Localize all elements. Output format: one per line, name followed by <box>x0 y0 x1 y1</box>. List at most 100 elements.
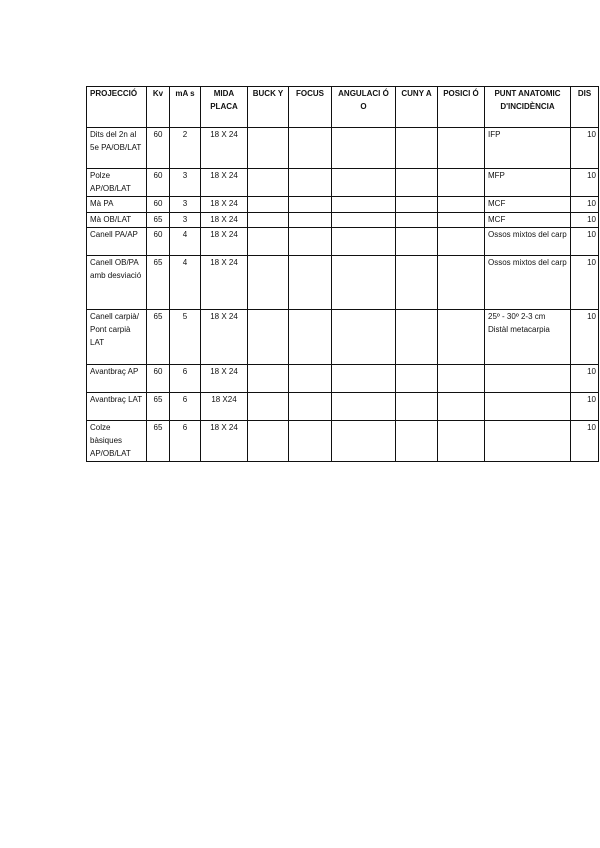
cell-angulacio <box>331 227 396 257</box>
cell-mas: 4 <box>169 227 201 257</box>
cell-kv: 60 <box>146 127 170 169</box>
cell-distancia: 10 <box>570 167 599 198</box>
cell-focus <box>288 211 332 229</box>
table-row: Avantbraç LAT 65 6 18 X24 10 <box>86 392 599 422</box>
header-distancia: DIS <box>570 86 599 128</box>
cell-punt-anatomic <box>484 364 571 394</box>
cell-cunya <box>395 255 438 311</box>
cell-posicio <box>437 211 485 229</box>
cell-projeccio: Canell OB/PA amb desviació <box>86 255 147 311</box>
cell-mida-placa: 18 X 24 <box>200 167 248 198</box>
cell-distancia: 10 <box>570 196 599 213</box>
header-angulacio: ANGULACI Ó O <box>331 86 396 128</box>
cell-focus <box>288 167 332 198</box>
cell-angulacio <box>331 364 396 394</box>
cell-projeccio: Polze AP/OB/LAT <box>86 167 147 198</box>
cell-mas: 6 <box>169 364 201 394</box>
cell-bucky <box>247 420 289 463</box>
table-row: Colze bàsiques AP/OB/LAT 65 6 18 X 24 10 <box>86 420 599 463</box>
cell-mida-placa: 18 X 24 <box>200 127 248 169</box>
cell-angulacio <box>331 392 396 422</box>
cell-projeccio: Dits del 2n al 5e PA/OB/LAT <box>86 127 147 169</box>
cell-kv: 65 <box>146 211 170 229</box>
cell-mida-placa: 18 X 24 <box>200 364 248 394</box>
table-row: Mà PA 60 3 18 X 24 MCF 10 <box>86 196 599 213</box>
cell-cunya <box>395 392 438 422</box>
cell-posicio <box>437 420 485 463</box>
cell-projeccio: Mà OB/LAT <box>86 211 147 229</box>
cell-mida-placa: 18 X 24 <box>200 196 248 213</box>
cell-focus <box>288 255 332 311</box>
cell-bucky <box>247 309 289 366</box>
table-row: Canell carpià/ Pont carpià LAT 65 5 18 X 24… <box>86 309 599 366</box>
cell-distancia: 10 <box>570 211 599 229</box>
cell-mida-placa: 18 X 24 <box>200 211 248 229</box>
cell-projeccio: Canell PA/AP <box>86 227 147 257</box>
cell-punt-anatomic: Ossos mixtos del carp <box>484 227 571 257</box>
table-row: Dits del 2n al 5e PA/OB/LAT 60 2 18 X 24 IFP… <box>86 127 599 169</box>
header-punt-anatomic: PUNT ANATOMIC D'INCIDÈNCIA <box>484 86 571 128</box>
header-bucky: BUCK Y <box>247 86 289 128</box>
cell-focus <box>288 196 332 213</box>
cell-angulacio <box>331 127 396 169</box>
cell-posicio <box>437 255 485 311</box>
cell-cunya <box>395 127 438 169</box>
cell-bucky <box>247 255 289 311</box>
cell-punt-anatomic: MCF <box>484 196 571 213</box>
cell-cunya <box>395 309 438 366</box>
cell-angulacio <box>331 196 396 213</box>
header-mas: mA s <box>169 86 201 128</box>
cell-focus <box>288 127 332 169</box>
cell-posicio <box>437 227 485 257</box>
cell-mas: 4 <box>169 255 201 311</box>
cell-kv: 65 <box>146 255 170 311</box>
cell-projeccio: Avantbraç LAT <box>86 392 147 422</box>
cell-distancia: 10 <box>570 420 599 463</box>
header-cunya: CUNY A <box>395 86 438 128</box>
cell-bucky <box>247 227 289 257</box>
cell-mas: 6 <box>169 420 201 463</box>
cell-distancia: 10 <box>570 309 599 366</box>
cell-angulacio <box>331 309 396 366</box>
cell-mas: 2 <box>169 127 201 169</box>
cell-angulacio <box>331 255 396 311</box>
projection-table: PROJECCIÓ Kv mA s MIDA PLACA BUCK Y FOCUS ANGU… <box>86 86 599 463</box>
cell-mida-placa: 18 X 24 <box>200 255 248 311</box>
cell-posicio <box>437 309 485 366</box>
cell-bucky <box>247 211 289 229</box>
cell-mida-placa: 18 X 24 <box>200 309 248 366</box>
header-posicio: POSICI Ó <box>437 86 485 128</box>
cell-focus <box>288 420 332 463</box>
cell-cunya <box>395 420 438 463</box>
cell-bucky <box>247 167 289 198</box>
cell-posicio <box>437 127 485 169</box>
cell-cunya <box>395 196 438 213</box>
cell-mas: 6 <box>169 392 201 422</box>
cell-mas: 3 <box>169 196 201 213</box>
cell-cunya <box>395 167 438 198</box>
cell-focus <box>288 392 332 422</box>
cell-kv: 65 <box>146 392 170 422</box>
cell-cunya <box>395 364 438 394</box>
header-focus: FOCUS <box>288 86 332 128</box>
cell-focus <box>288 227 332 257</box>
cell-distancia: 10 <box>570 364 599 394</box>
cell-mida-placa: 18 X 24 <box>200 227 248 257</box>
cell-mida-placa: 18 X24 <box>200 392 248 422</box>
cell-kv: 65 <box>146 309 170 366</box>
table-row: Canell PA/AP 60 4 18 X 24 Ossos mixtos del c… <box>86 227 599 257</box>
cell-cunya <box>395 227 438 257</box>
cell-punt-anatomic <box>484 420 571 463</box>
cell-bucky <box>247 127 289 169</box>
cell-punt-anatomic: MFP <box>484 167 571 198</box>
cell-punt-anatomic <box>484 392 571 422</box>
table-row: Canell OB/PA amb desviació 65 4 18 X 24 Osso… <box>86 255 599 311</box>
cell-cunya <box>395 211 438 229</box>
cell-distancia: 10 <box>570 127 599 169</box>
cell-kv: 60 <box>146 227 170 257</box>
cell-projeccio: Avantbraç AP <box>86 364 147 394</box>
cell-posicio <box>437 167 485 198</box>
cell-focus <box>288 309 332 366</box>
table-row: Avantbraç AP 60 6 18 X 24 10 <box>86 364 599 394</box>
cell-punt-anatomic: Ossos mixtos del carp <box>484 255 571 311</box>
